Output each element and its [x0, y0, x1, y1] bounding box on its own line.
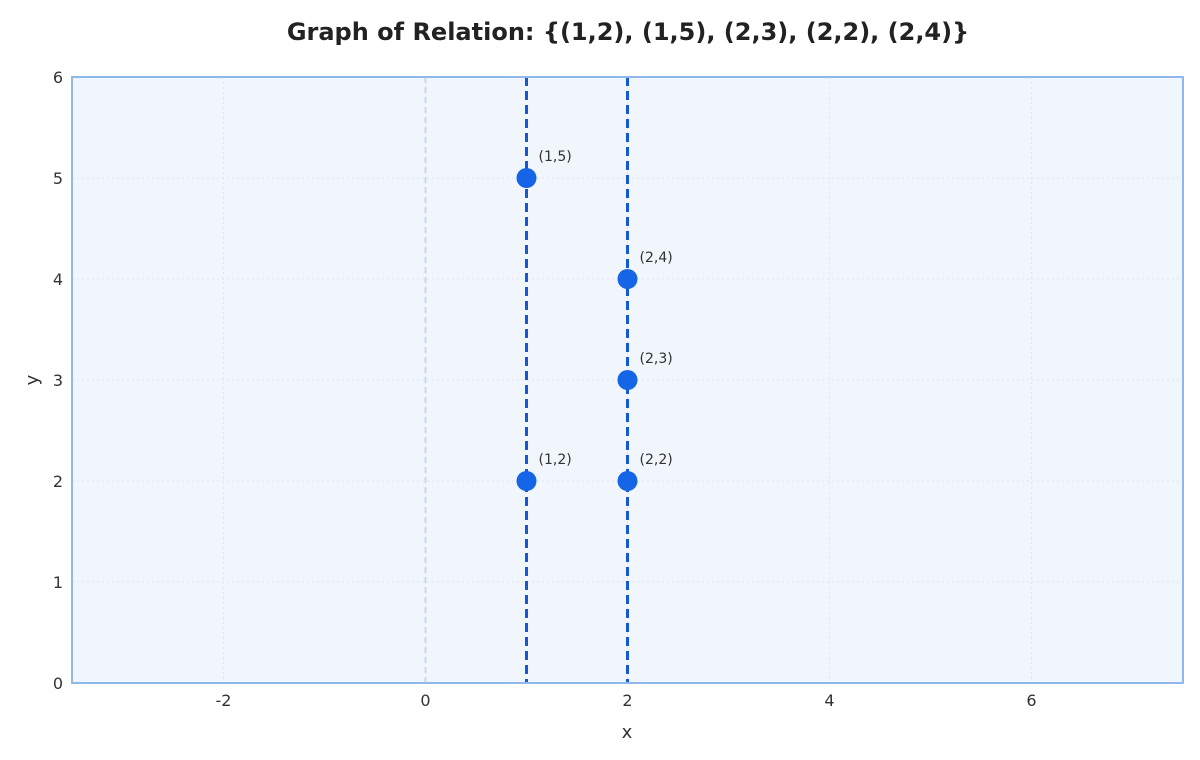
data-point — [617, 269, 638, 289]
x-tick-label: 2 — [622, 691, 632, 710]
y-tick-label: 0 — [53, 674, 63, 693]
data-point — [516, 168, 537, 188]
data-point — [516, 471, 537, 491]
x-tick-label: 0 — [420, 691, 430, 710]
plot-frame — [71, 76, 1184, 684]
data-point — [617, 471, 638, 491]
data-point-label: (2,2) — [640, 452, 673, 468]
y-tick-label: 4 — [53, 270, 63, 289]
y-tick-label: 3 — [53, 371, 63, 390]
x-tick-label: 4 — [824, 691, 834, 710]
data-point-label: (2,3) — [640, 351, 673, 367]
plot-area: (1,2) (1,5) (2,3) (2,2) (2,4) -2 0 2 4 6 0 1 2 3 4 5 6 — [53, 68, 1184, 710]
y-tick-label: 2 — [53, 472, 63, 491]
x-axis-label: x — [622, 722, 633, 743]
y-tick-label: 5 — [53, 169, 63, 188]
y-tick-label: 1 — [53, 573, 63, 592]
data-point — [617, 370, 638, 390]
data-point-label: (1,5) — [539, 149, 572, 165]
chart-title: Graph of Relation: {(1,2), (1,5), (2,3),… — [287, 18, 969, 46]
x-tick-label: 6 — [1026, 691, 1036, 710]
data-point-label: (1,2) — [539, 452, 572, 468]
x-tick-label: -2 — [216, 691, 232, 710]
y-axis-label: y — [22, 374, 43, 385]
y-tick-label: 6 — [53, 68, 63, 87]
data-point-label: (2,4) — [640, 250, 673, 266]
